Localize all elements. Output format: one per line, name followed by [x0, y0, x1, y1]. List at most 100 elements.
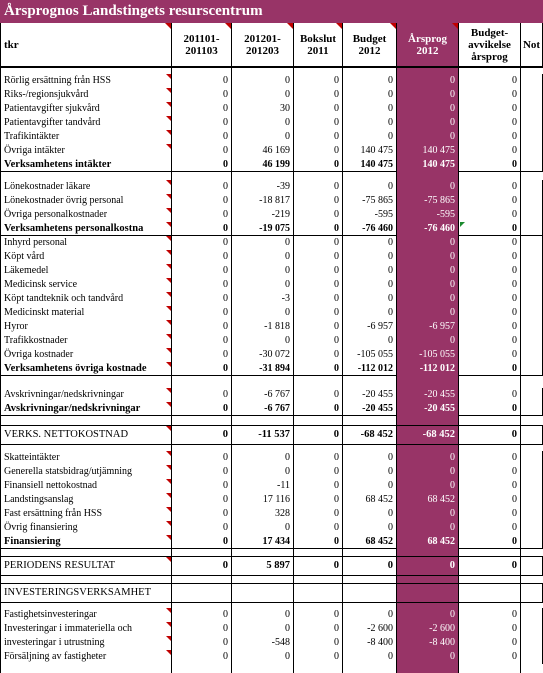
value-cell-rsprog-2012[interactable]	[397, 584, 459, 602]
table-row-avskrivningar-nedskrivningar[interactable]: Avskrivningar/nedskrivningar 0 -6 767 0 -20 …	[0, 402, 543, 416]
comment-marker-icon[interactable]	[166, 608, 171, 613]
comment-marker-icon[interactable]	[166, 402, 171, 407]
comment-marker-icon[interactable]	[166, 636, 171, 641]
value-cell-not[interactable]	[521, 622, 543, 636]
value-cell-201101-201103[interactable]: 0	[172, 292, 232, 306]
row-label[interactable]: Lönekostnader läkare	[0, 180, 172, 194]
value-cell-bokslut-2011[interactable]: 0	[294, 479, 343, 493]
value-cell-rsprog-2012[interactable]: 0	[397, 557, 459, 575]
value-cell-201201-201203[interactable]	[232, 584, 294, 602]
value-cell-201101-201103[interactable]: 0	[172, 144, 232, 158]
value-cell-201201-201203[interactable]: 17 116	[232, 493, 294, 507]
value-cell-budget-2012[interactable]: 0	[343, 130, 397, 144]
value-cell-201101-201103[interactable]: 0	[172, 222, 232, 236]
table-row-riks-regionsjukv-rd[interactable]: Riks-/regionsjukvård 0 0 0 0 0 0	[0, 88, 543, 102]
value-cell-201201-201203[interactable]: 0	[232, 278, 294, 292]
value-cell-budget-avvikelse-rsprog[interactable]: 0	[459, 493, 521, 507]
row-label[interactable]: Skatteintäkter	[0, 451, 172, 465]
column-header-201101[interactable]: 201101- 201103	[172, 23, 232, 68]
value-cell-bokslut-2011[interactable]: 0	[294, 465, 343, 479]
table-row-vrig-finansiering[interactable]: Övrig finansiering 0 0 0 0 0 0	[0, 521, 543, 535]
value-cell-budget-2012[interactable]: 0	[343, 278, 397, 292]
value-cell-201101-201103[interactable]: 0	[172, 278, 232, 292]
comment-marker-icon[interactable]	[166, 116, 171, 121]
value-cell-budget-2012[interactable]: 68 452	[343, 493, 397, 507]
value-cell-budget-avvikelse-rsprog[interactable]: 0	[459, 130, 521, 144]
comment-marker-icon[interactable]	[166, 650, 171, 655]
row-label[interactable]: Patientavgifter tandvård	[0, 116, 172, 130]
value-cell-not[interactable]	[521, 402, 543, 416]
value-cell-rsprog-2012[interactable]: 0	[397, 608, 459, 622]
table-row-l-nekostnader-l-kare[interactable]: Lönekostnader läkare 0 -39 0 0 0 0	[0, 180, 543, 194]
value-cell-bokslut-2011[interactable]: 0	[294, 608, 343, 622]
value-cell-rsprog-2012[interactable]: -20 455	[397, 388, 459, 402]
value-cell-rsprog-2012[interactable]: 0	[397, 236, 459, 250]
table-row-landstingsanslag[interactable]: Landstingsanslag 0 17 116 0 68 452 68 452 0	[0, 493, 543, 507]
comment-marker-icon[interactable]	[166, 180, 171, 185]
value-cell-bokslut-2011[interactable]: 0	[294, 130, 343, 144]
value-cell-201101-201103[interactable]: 0	[172, 130, 232, 144]
value-cell-rsprog-2012[interactable]: 0	[397, 74, 459, 88]
value-cell-not[interactable]	[521, 608, 543, 622]
value-cell-budget-2012[interactable]: -6 957	[343, 320, 397, 334]
row-label[interactable]: Fastighetsinvesteringar	[0, 608, 172, 622]
comment-marker-icon[interactable]	[225, 23, 231, 29]
value-cell-bokslut-2011[interactable]: 0	[294, 636, 343, 650]
value-cell-not[interactable]	[521, 348, 543, 362]
column-header-tkr[interactable]: tkr	[0, 23, 172, 68]
value-cell-201101-201103[interactable]: 0	[172, 493, 232, 507]
value-cell-201101-201103[interactable]: 0	[172, 306, 232, 320]
value-cell-budget-2012[interactable]: -8 400	[343, 636, 397, 650]
table-row-hyror[interactable]: Hyror 0 -1 818 0 -6 957 -6 957 0	[0, 320, 543, 334]
row-label[interactable]: Övriga intäkter	[0, 144, 172, 158]
value-cell-bokslut-2011[interactable]: 0	[294, 320, 343, 334]
value-cell-budget-2012[interactable]: 0	[343, 102, 397, 116]
value-cell-201101-201103[interactable]: 0	[172, 650, 232, 664]
row-label[interactable]: Verksamhetens övriga kostnade	[0, 362, 172, 376]
value-cell-budget-2012[interactable]: 0	[343, 236, 397, 250]
value-cell-budget-avvikelse-rsprog[interactable]: 0	[459, 144, 521, 158]
comment-marker-icon[interactable]	[166, 194, 171, 199]
row-label[interactable]: Finansiering	[0, 535, 172, 549]
table-row-f-rs-ljning-av-fastigheter[interactable]: Försäljning av fastigheter 0 0 0 0 0 0	[0, 650, 543, 664]
value-cell-not[interactable]	[521, 451, 543, 465]
value-cell-201201-201203[interactable]: 17 434	[232, 535, 294, 549]
value-cell-budget-2012[interactable]: 0	[343, 334, 397, 348]
value-cell-bokslut-2011[interactable]: 0	[294, 348, 343, 362]
value-cell-budget-2012[interactable]: -76 460	[343, 222, 397, 236]
column-header-arsprog[interactable]: Årsprog 2012	[397, 23, 459, 68]
value-cell-bokslut-2011[interactable]: 0	[294, 250, 343, 264]
value-cell-budget-2012[interactable]: 0	[343, 74, 397, 88]
value-cell-rsprog-2012[interactable]: 68 452	[397, 535, 459, 549]
value-cell-201201-201203[interactable]: 46 199	[232, 158, 294, 172]
value-cell-budget-avvikelse-rsprog[interactable]: 0	[459, 465, 521, 479]
error-marker-icon[interactable]	[460, 222, 465, 227]
comment-marker-icon[interactable]	[166, 451, 171, 456]
table-row-medicinskt-material[interactable]: Medicinskt material 0 0 0 0 0 0	[0, 306, 543, 320]
table-row-l-kemedel[interactable]: Läkemedel 0 0 0 0 0 0	[0, 264, 543, 278]
comment-marker-icon[interactable]	[166, 507, 171, 512]
value-cell-rsprog-2012[interactable]: -8 400	[397, 636, 459, 650]
value-cell-201101-201103[interactable]: 0	[172, 180, 232, 194]
value-cell-not[interactable]	[521, 144, 543, 158]
value-cell-budget-avvikelse-rsprog[interactable]: 0	[459, 208, 521, 222]
value-cell-201101-201103[interactable]: 0	[172, 264, 232, 278]
table-row-verks-nettokostnad[interactable]: VERKS. NETTOKOSTNAD 0 -11 537 0 -68 452 -68 4…	[0, 425, 543, 445]
comment-marker-icon[interactable]	[166, 320, 171, 325]
value-cell-not[interactable]	[521, 116, 543, 130]
value-cell-budget-avvikelse-rsprog[interactable]: 0	[459, 426, 521, 444]
table-row-finansiell-nettokostnad[interactable]: Finansiell nettokostnad 0 -11 0 0 0 0	[0, 479, 543, 493]
table-row-vriga-kostnader[interactable]: Övriga kostnader 0 -30 072 0 -105 055 -105 05…	[0, 348, 543, 362]
value-cell-budget-avvikelse-rsprog[interactable]: 0	[459, 521, 521, 535]
value-cell-bokslut-2011[interactable]: 0	[294, 388, 343, 402]
row-label[interactable]: Inhyrd personal	[0, 236, 172, 250]
value-cell-rsprog-2012[interactable]: 0	[397, 479, 459, 493]
value-cell-not[interactable]	[521, 74, 543, 88]
value-cell-budget-2012[interactable]	[343, 584, 397, 602]
value-cell-budget-avvikelse-rsprog[interactable]: 0	[459, 388, 521, 402]
value-cell-201201-201203[interactable]: 0	[232, 264, 294, 278]
table-row-investeringar-i-utrustning[interactable]: investeringar i utrustning 0 -548 0 -8 400 -8…	[0, 636, 543, 650]
comment-marker-icon[interactable]	[166, 74, 171, 79]
value-cell-201101-201103[interactable]: 0	[172, 362, 232, 376]
value-cell-bokslut-2011[interactable]: 0	[294, 507, 343, 521]
